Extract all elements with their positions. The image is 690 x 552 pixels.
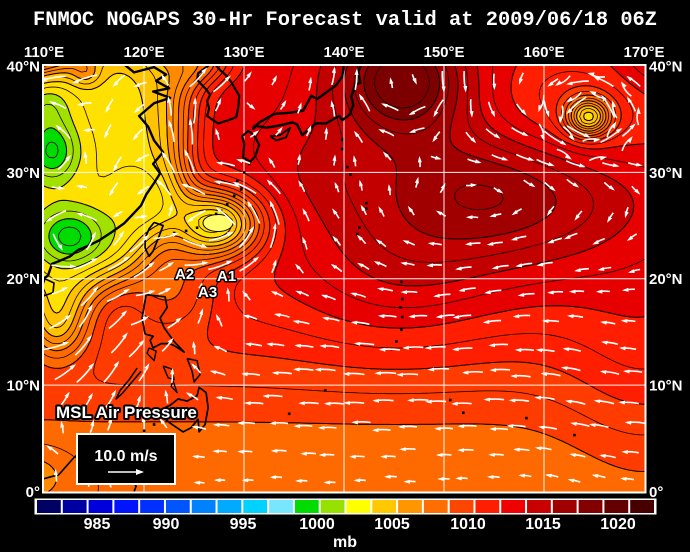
svg-text:995: 995 — [230, 516, 257, 533]
svg-text:990: 990 — [153, 516, 180, 533]
svg-text:20°N: 20°N — [649, 271, 683, 288]
svg-text:120°E: 120°E — [123, 44, 164, 61]
svg-text:10°N: 10°N — [649, 378, 683, 395]
svg-text:A3: A3 — [198, 284, 217, 301]
svg-text:110°E: 110°E — [24, 44, 64, 61]
svg-text:10.0 m/s: 10.0 m/s — [94, 448, 157, 465]
svg-text:1005: 1005 — [374, 516, 410, 533]
svg-text:170°E: 170°E — [623, 44, 664, 61]
svg-text:30°N: 30°N — [6, 165, 40, 182]
svg-text:985: 985 — [84, 516, 111, 533]
svg-text:40°N: 40°N — [6, 59, 40, 76]
svg-text:1000: 1000 — [299, 516, 335, 533]
svg-text:0°: 0° — [26, 484, 40, 501]
svg-text:20°N: 20°N — [6, 271, 40, 288]
svg-text:40°N: 40°N — [649, 59, 683, 76]
svg-text:0°: 0° — [649, 484, 663, 501]
svg-text:A1: A1 — [217, 268, 236, 285]
svg-text:1020: 1020 — [600, 516, 636, 533]
svg-text:1010: 1010 — [450, 516, 486, 533]
svg-text:130°E: 130°E — [223, 44, 264, 61]
svg-text:FNMOC NOGAPS 30-Hr Forecast va: FNMOC NOGAPS 30-Hr Forecast valid at 200… — [33, 9, 657, 32]
svg-text:1015: 1015 — [525, 516, 561, 533]
svg-text:10°N: 10°N — [6, 378, 40, 395]
svg-text:160°E: 160°E — [523, 44, 564, 61]
svg-text:140°E: 140°E — [323, 44, 364, 61]
svg-text:MSL Air Pressure: MSL Air Pressure — [56, 403, 197, 422]
svg-text:A2: A2 — [175, 266, 194, 283]
svg-text:150°E: 150°E — [423, 44, 464, 61]
svg-text:30°N: 30°N — [649, 165, 683, 182]
svg-text:mb: mb — [333, 534, 357, 551]
